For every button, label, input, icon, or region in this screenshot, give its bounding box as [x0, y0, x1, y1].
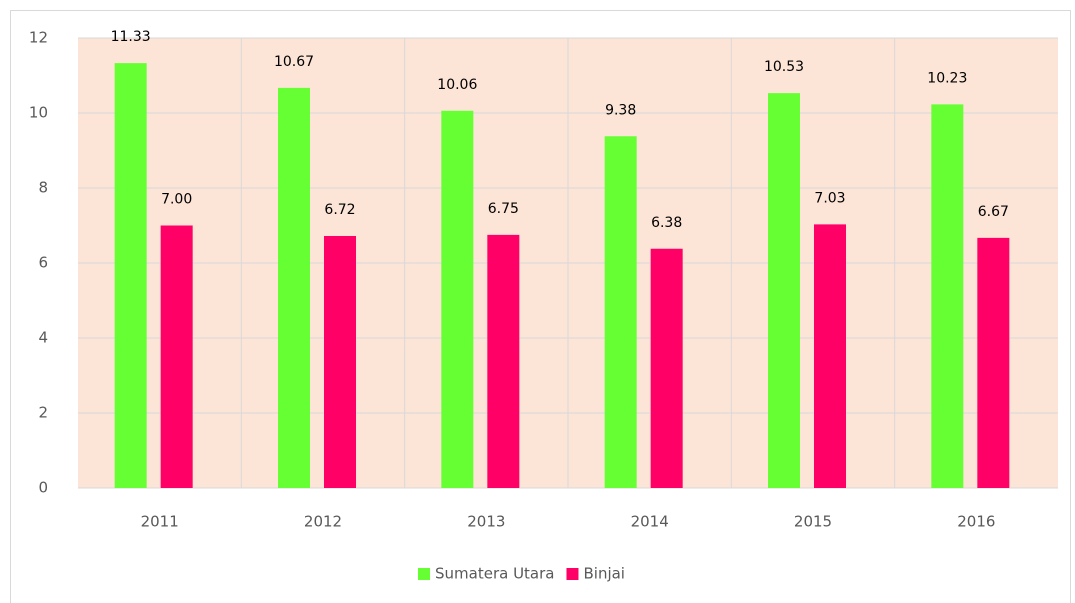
bar: [487, 234, 520, 488]
x-tick-label: 2015: [794, 513, 832, 531]
value-label: 9.38: [605, 102, 636, 118]
bar: [814, 224, 846, 488]
value-label: 11.33: [111, 29, 151, 45]
value-label: 10.53: [764, 59, 804, 75]
chart-border: [10, 10, 1071, 603]
y-tick-label: 12: [29, 29, 48, 47]
value-label: 6.67: [978, 204, 1009, 220]
bar: [114, 63, 147, 488]
bar: [160, 225, 193, 488]
bar: [324, 236, 356, 488]
value-label: 10.67: [274, 54, 314, 70]
x-tick-label: 2014: [631, 513, 669, 531]
x-tick-label: 2013: [467, 513, 505, 531]
bar: [650, 248, 683, 488]
legend-label: Binjai: [583, 565, 625, 583]
y-tick-label: 4: [38, 329, 48, 347]
value-label: 10.23: [927, 70, 967, 86]
y-tick-label: 0: [38, 479, 48, 497]
value-label: 6.75: [488, 201, 519, 217]
bar: [977, 237, 1010, 488]
value-label: 7.03: [814, 190, 845, 206]
x-tick-label: 2016: [957, 513, 995, 531]
y-tick-label: 6: [38, 254, 48, 272]
legend-swatch: [566, 568, 579, 580]
x-tick-label: 2012: [304, 513, 342, 531]
bar: [278, 87, 310, 488]
value-label: 10.06: [437, 77, 477, 93]
y-tick-label: 8: [38, 179, 48, 197]
legend-swatch: [418, 568, 430, 580]
bar: [441, 110, 474, 488]
bar: [604, 136, 637, 488]
y-tick-label: 2: [38, 404, 48, 422]
legend-label: Sumatera Utara: [435, 565, 554, 583]
x-tick-label: 2011: [141, 513, 179, 531]
y-tick-label: 10: [29, 104, 48, 122]
bar: [931, 104, 964, 488]
value-label: 6.38: [651, 215, 682, 231]
value-label: 6.72: [324, 202, 355, 218]
bar: [768, 93, 800, 488]
value-label: 7.00: [161, 192, 192, 208]
